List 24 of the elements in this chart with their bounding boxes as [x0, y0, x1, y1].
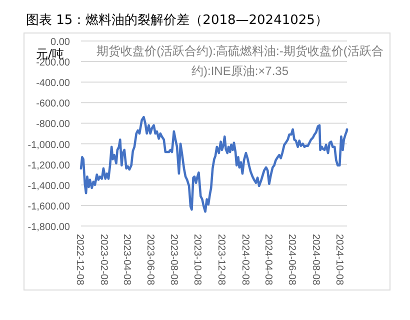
x-tick-label: 2023-12-08	[215, 234, 226, 286]
y-tick-label: -1,400.00	[28, 180, 70, 192]
y-tick-label: -1,600.00	[28, 201, 70, 212]
annotation: 期货收盘价(活跃合约):高硫燃料油:-期货收盘价(活跃合约):INE原油:×7.35	[96, 43, 384, 80]
x-tick-label: 2023-04-08	[120, 234, 132, 286]
x-tick-label: 2024-06-08	[286, 234, 298, 286]
x-tick-label: 2024-04-08	[262, 234, 274, 286]
x-tick-label: 2024-10-08	[333, 234, 344, 286]
x-tick-label: 2023-08-08	[168, 234, 180, 286]
x-tick-label: 2024-08-08	[310, 234, 321, 286]
y-tick-label: -400.00	[36, 78, 70, 90]
chart-title: 图表 15：燃料油的裂解价差（2018—20241025）	[26, 13, 328, 28]
y-tick-label: 0.00	[50, 37, 70, 48]
y-tick-label: -1,000.00	[28, 140, 70, 151]
x-tick-label: 2024-02-08	[239, 234, 250, 286]
x-tick-label: 2022-12-08	[74, 234, 85, 286]
y-tick-label: -600.00	[36, 98, 70, 110]
y-tick-label: -800.00	[36, 119, 70, 130]
x-tick-label: 2023-06-08	[144, 234, 156, 286]
line-series	[80, 116, 348, 213]
y-tick-label: -1,200.00	[28, 160, 70, 172]
x-tick-label: 2023-02-08	[98, 234, 110, 286]
y-tick-label: -1,800.00	[28, 222, 70, 233]
x-tick-label: 2023-10-08	[192, 234, 203, 286]
